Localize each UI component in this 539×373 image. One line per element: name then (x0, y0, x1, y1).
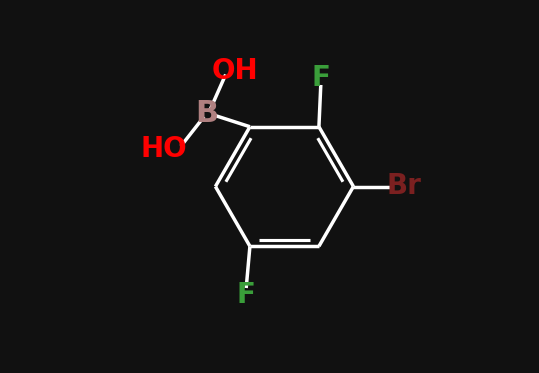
Text: B: B (196, 99, 219, 128)
Text: F: F (312, 64, 330, 92)
Text: Br: Br (386, 172, 421, 201)
Text: OH: OH (212, 57, 258, 85)
Text: HO: HO (141, 135, 188, 163)
Text: F: F (237, 281, 255, 309)
